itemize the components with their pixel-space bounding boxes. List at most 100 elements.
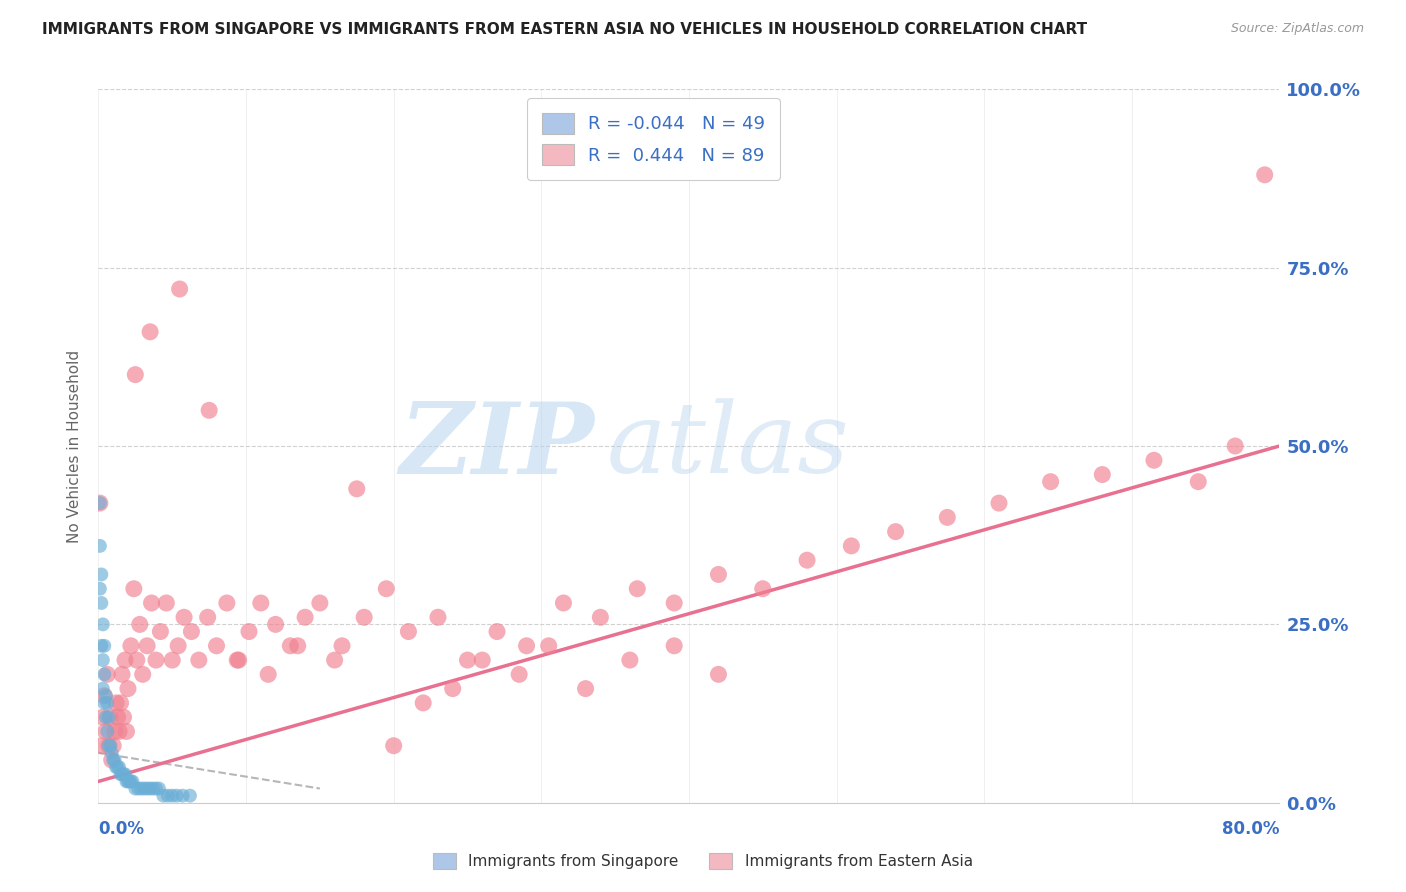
Point <box>323 653 346 667</box>
Point <box>134 781 156 796</box>
Point <box>112 767 135 781</box>
Point <box>152 789 174 803</box>
Point <box>115 774 138 789</box>
Point <box>179 789 201 803</box>
Point <box>105 760 128 774</box>
Point <box>120 639 142 653</box>
Point <box>141 596 163 610</box>
Point <box>124 368 146 382</box>
Point <box>156 789 179 803</box>
Point <box>120 774 142 789</box>
Point <box>117 681 139 696</box>
Point <box>187 653 209 667</box>
Point <box>145 781 167 796</box>
Point <box>118 774 141 789</box>
Point <box>382 739 405 753</box>
Point <box>89 496 111 510</box>
Point <box>91 681 114 696</box>
Point <box>427 610 450 624</box>
Point <box>98 739 121 753</box>
Point <box>180 624 202 639</box>
Point <box>91 710 114 724</box>
Point <box>105 696 128 710</box>
Point <box>707 667 730 681</box>
Point <box>98 710 121 724</box>
Point <box>107 760 129 774</box>
Point <box>114 767 136 781</box>
Point <box>117 774 139 789</box>
Point <box>215 596 238 610</box>
Point <box>94 724 117 739</box>
Point <box>1091 467 1114 482</box>
Point <box>121 774 143 789</box>
Point <box>91 653 114 667</box>
Point <box>664 639 686 653</box>
Point <box>197 610 219 624</box>
Text: 80.0%: 80.0% <box>1222 820 1279 838</box>
Point <box>508 667 530 681</box>
Point <box>162 653 183 667</box>
Point <box>111 767 134 781</box>
Point <box>94 710 117 724</box>
Point <box>90 739 112 753</box>
Point <box>287 639 309 653</box>
Point <box>125 653 148 667</box>
Point <box>89 496 111 510</box>
Point <box>90 567 112 582</box>
Point <box>707 567 730 582</box>
Point <box>257 667 280 681</box>
Point <box>936 510 959 524</box>
Point <box>139 325 162 339</box>
Point <box>139 781 162 796</box>
Point <box>1039 475 1062 489</box>
Point <box>884 524 907 539</box>
Point <box>100 753 122 767</box>
Point <box>129 781 152 796</box>
Point <box>112 710 135 724</box>
Point <box>412 696 434 710</box>
Point <box>91 617 114 632</box>
Point <box>987 496 1010 510</box>
Point <box>111 667 134 681</box>
Point <box>796 553 818 567</box>
Point <box>664 596 686 610</box>
Point <box>93 689 115 703</box>
Point <box>330 639 353 653</box>
Point <box>96 696 118 710</box>
Point <box>110 767 132 781</box>
Point <box>172 789 194 803</box>
Point <box>619 653 641 667</box>
Point <box>167 639 190 653</box>
Legend: R = -0.044   N = 49, R =  0.444   N = 89: R = -0.044 N = 49, R = 0.444 N = 89 <box>527 98 780 179</box>
Point <box>162 789 183 803</box>
Point <box>173 610 195 624</box>
Point <box>93 696 115 710</box>
Y-axis label: No Vehicles in Household: No Vehicles in Household <box>67 350 83 542</box>
Point <box>515 639 537 653</box>
Point <box>124 781 146 796</box>
Point <box>441 681 464 696</box>
Point <box>97 739 120 753</box>
Point <box>553 596 575 610</box>
Point <box>264 617 287 632</box>
Point <box>149 624 172 639</box>
Point <box>94 689 117 703</box>
Point <box>145 653 167 667</box>
Point <box>166 789 188 803</box>
Point <box>107 710 129 724</box>
Text: IMMIGRANTS FROM SINGAPORE VS IMMIGRANTS FROM EASTERN ASIA NO VEHICLES IN HOUSEHO: IMMIGRANTS FROM SINGAPORE VS IMMIGRANTS … <box>42 22 1087 37</box>
Point <box>1143 453 1166 467</box>
Legend: Immigrants from Singapore, Immigrants from Eastern Asia: Immigrants from Singapore, Immigrants fr… <box>427 847 979 875</box>
Point <box>309 596 332 610</box>
Point <box>103 753 125 767</box>
Point <box>110 696 132 710</box>
Point <box>238 624 260 639</box>
Point <box>89 539 111 553</box>
Text: 0.0%: 0.0% <box>98 820 145 838</box>
Point <box>456 653 478 667</box>
Point <box>751 582 773 596</box>
Point <box>108 724 131 739</box>
Point <box>486 624 509 639</box>
Point <box>1223 439 1246 453</box>
Point <box>228 653 250 667</box>
